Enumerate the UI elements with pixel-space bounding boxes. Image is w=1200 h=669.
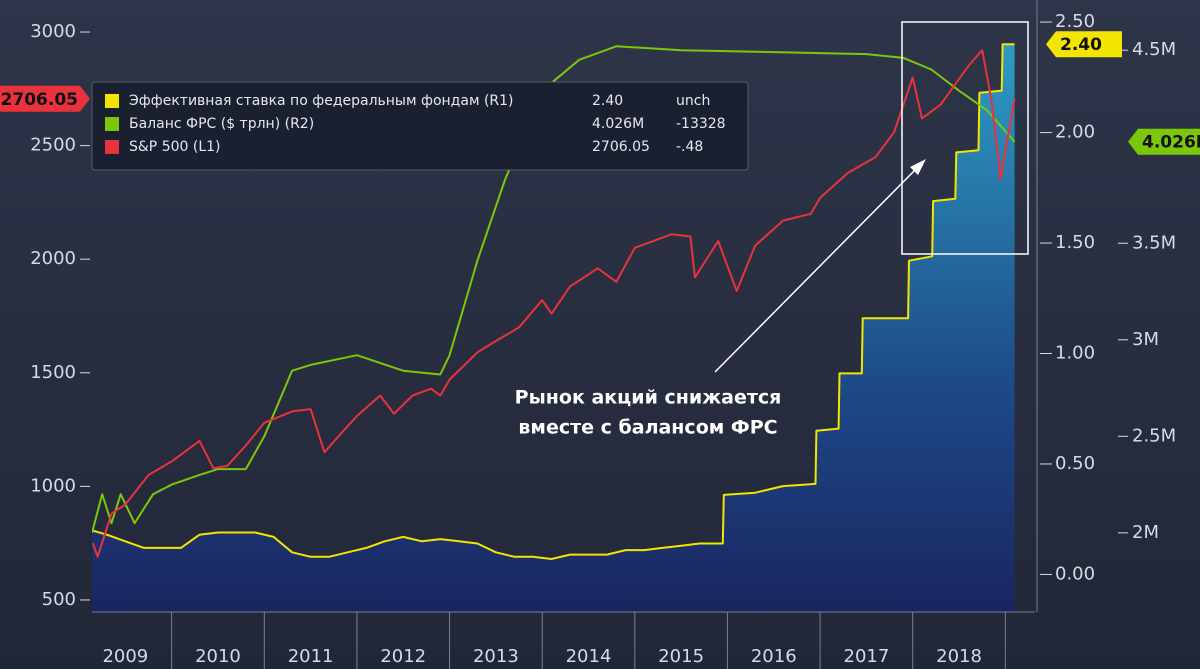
- annotation: вместе с балансом ФРС: [518, 417, 777, 439]
- highlight-box: [901, 21, 1029, 255]
- arrow-head: [910, 159, 926, 175]
- legend-value: 2706.05: [592, 139, 650, 155]
- y-tick-label: 2500: [30, 135, 76, 156]
- legend-swatch: [105, 117, 119, 131]
- x-tick-label: 2010: [195, 646, 241, 667]
- x-tick-label: 2011: [288, 646, 334, 667]
- legend-label: S&P 500 (L1): [129, 139, 221, 155]
- x-tick-label: 2013: [473, 646, 519, 667]
- y2-tick-label: 1.50: [1055, 232, 1095, 253]
- line: [92, 45, 1016, 534]
- y-tick-label: 3000: [30, 21, 76, 42]
- y3-tick-label: 2.5M: [1132, 425, 1176, 446]
- legend-label: Эффективная ставка по федеральным фондам…: [129, 93, 514, 109]
- legend-change: -13328: [676, 116, 726, 132]
- y3-tick-label: 3M: [1132, 329, 1159, 350]
- y2-tick-label: 0.00: [1055, 563, 1095, 584]
- y3-tick-label: 4.5M: [1132, 39, 1176, 60]
- value-tags: 2.40 4.026M 2706.05: [0, 31, 1200, 155]
- legend: Эффективная ставка по федеральным фондам…: [91, 81, 749, 171]
- y-tick-label: 1000: [30, 475, 76, 496]
- value-tag-label: 2.40: [1060, 35, 1102, 55]
- y-tick-label: 500: [42, 589, 76, 610]
- line: [92, 43, 1015, 560]
- y3-tick-label: 3.5M: [1132, 232, 1176, 253]
- y2-tick-label: 2.50: [1055, 11, 1095, 32]
- value-tag: [0, 85, 90, 112]
- x-tick-label: 2014: [566, 646, 612, 667]
- x-tick-label: 2012: [380, 646, 426, 667]
- plot-area: [92, 43, 1016, 612]
- legend-label: Баланс ФРС ($ трлн) (R2): [129, 116, 314, 132]
- axes: 2009 2010 2011 2012 2013 2014 2015 2016 2017 2018…: [30, 11, 1176, 669]
- value-tag-label: 4.026M: [1142, 133, 1200, 153]
- y3-tick-label: 2M: [1132, 522, 1159, 543]
- x-tick-label: 2017: [844, 646, 890, 667]
- legend-box: [91, 81, 749, 171]
- x-tick-label: 2009: [102, 646, 148, 667]
- y-tick-label: 1500: [30, 362, 76, 383]
- legend-change: -.48: [676, 139, 703, 155]
- legend-swatch: [105, 94, 119, 108]
- legend-value: 4.026M: [592, 116, 644, 132]
- y2-tick-label: 2.00: [1055, 122, 1095, 143]
- y2-tick-label: 0.50: [1055, 453, 1095, 474]
- arrow: [714, 164, 921, 373]
- value-tag-label: 2706.05: [1, 90, 78, 110]
- y2-tick-label: 1.00: [1055, 343, 1095, 364]
- area: [92, 44, 1015, 612]
- x-tick-label: 2016: [751, 646, 797, 667]
- x-tick-label: 2018: [936, 646, 982, 667]
- legend-swatch: [105, 140, 119, 154]
- value-tag: [1128, 128, 1200, 155]
- y-tick-label: 2000: [30, 248, 76, 269]
- line: [92, 49, 1016, 558]
- legend-value: 2.40: [592, 93, 623, 109]
- x-tick-label: 2015: [658, 646, 704, 667]
- value-tag: [1046, 31, 1122, 58]
- legend-change: unch: [676, 93, 710, 109]
- annotation: Рынок акций снижается: [515, 387, 782, 409]
